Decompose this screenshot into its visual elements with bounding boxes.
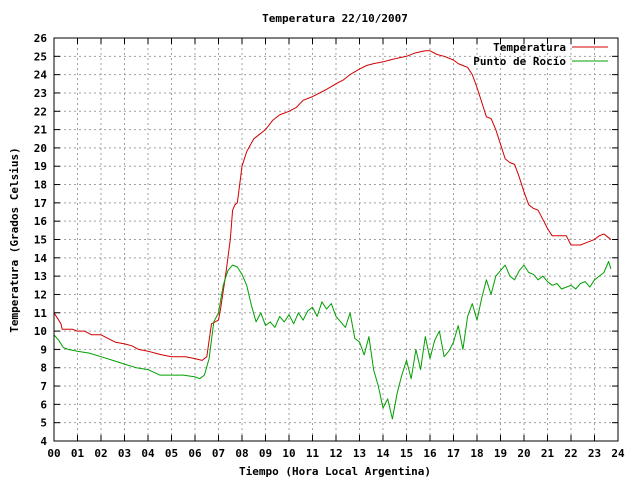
y-tick-label: 25 [34, 50, 47, 63]
y-tick-label: 6 [40, 398, 47, 411]
x-tick-label: 19 [494, 447, 507, 460]
x-tick-label: 12 [329, 447, 342, 460]
x-tick-label: 18 [470, 447, 483, 460]
x-tick-label: 09 [259, 447, 272, 460]
y-tick-label: 21 [34, 124, 48, 137]
legend-label-temperatura: Temperatura [493, 41, 566, 54]
plot-frame [53, 37, 619, 442]
y-tick-label: 26 [34, 32, 48, 45]
x-tick-label: 02 [94, 447, 107, 460]
y-tick-label: 10 [34, 325, 47, 338]
y-tick-label: 8 [40, 362, 47, 375]
y-tick-label: 11 [34, 307, 48, 320]
x-tick-label: 21 [541, 447, 555, 460]
x-tick-label: 03 [118, 447, 131, 460]
x-tick-label: 00 [47, 447, 60, 460]
x-tick-label: 08 [235, 447, 248, 460]
y-tick-label: 17 [34, 197, 47, 210]
y-tick-label: 9 [40, 343, 47, 356]
y-tick-label: 7 [40, 380, 47, 393]
y-tick-label: 12 [34, 288, 47, 301]
x-tick-label: 15 [400, 447, 413, 460]
x-tick-label: 24 [611, 447, 625, 460]
x-tick-label: 17 [447, 447, 460, 460]
y-tick-labels: 4 5 6 7 8 9 10 11 12 13 14 15 16 17 18 19 20 21 22 23 24 25 26 [34, 32, 48, 448]
x-tick-label: 07 [212, 447, 225, 460]
y-tick-label: 15 [34, 234, 47, 247]
legend: Temperatura Punto de Rocío [473, 41, 608, 68]
y-tick-label: 14 [34, 252, 48, 265]
x-tick-label: 01 [71, 447, 85, 460]
x-tick-label: 06 [188, 447, 202, 460]
y-tick-label: 5 [40, 417, 47, 430]
grid [53, 37, 619, 442]
y-tick-label: 13 [34, 270, 47, 283]
x-tick-labels: 00 01 02 03 04 05 06 07 08 09 10 11 12 13 14 15 16 17 18 19… [47, 447, 625, 460]
x-axis-label: Tiempo (Hora Local Argentina) [239, 465, 431, 478]
y-tick-label: 19 [34, 160, 47, 173]
y-tick-label: 24 [34, 69, 48, 82]
y-tick-label: 23 [34, 87, 47, 100]
y-tick-label: 22 [34, 105, 47, 118]
x-tick-label: 04 [141, 447, 155, 460]
x-tick-label: 23 [588, 447, 601, 460]
series-line-temperatura [53, 50, 612, 361]
y-tick-label: 20 [34, 142, 47, 155]
y-tick-label: 4 [40, 435, 47, 448]
legend-label-punto-de-rocio: Punto de Rocío [473, 55, 566, 68]
series-lines [53, 50, 612, 420]
y-axis-label: Temperatura (Grados Celsius) [8, 147, 21, 332]
y-tick-label: 18 [34, 179, 47, 192]
x-tick-label: 16 [423, 447, 437, 460]
x-tick-label: 20 [517, 447, 530, 460]
x-tick-label: 13 [353, 447, 366, 460]
x-tick-label: 22 [564, 447, 577, 460]
x-tick-label: 11 [306, 447, 320, 460]
x-tick-label: 10 [282, 447, 295, 460]
y-tick-label: 16 [34, 215, 48, 228]
series-line-punto-de-rocio [53, 261, 612, 420]
chart-title: Temperatura 22/10/2007 [262, 12, 408, 25]
x-tick-label: 05 [165, 447, 178, 460]
x-tick-label: 14 [376, 447, 390, 460]
